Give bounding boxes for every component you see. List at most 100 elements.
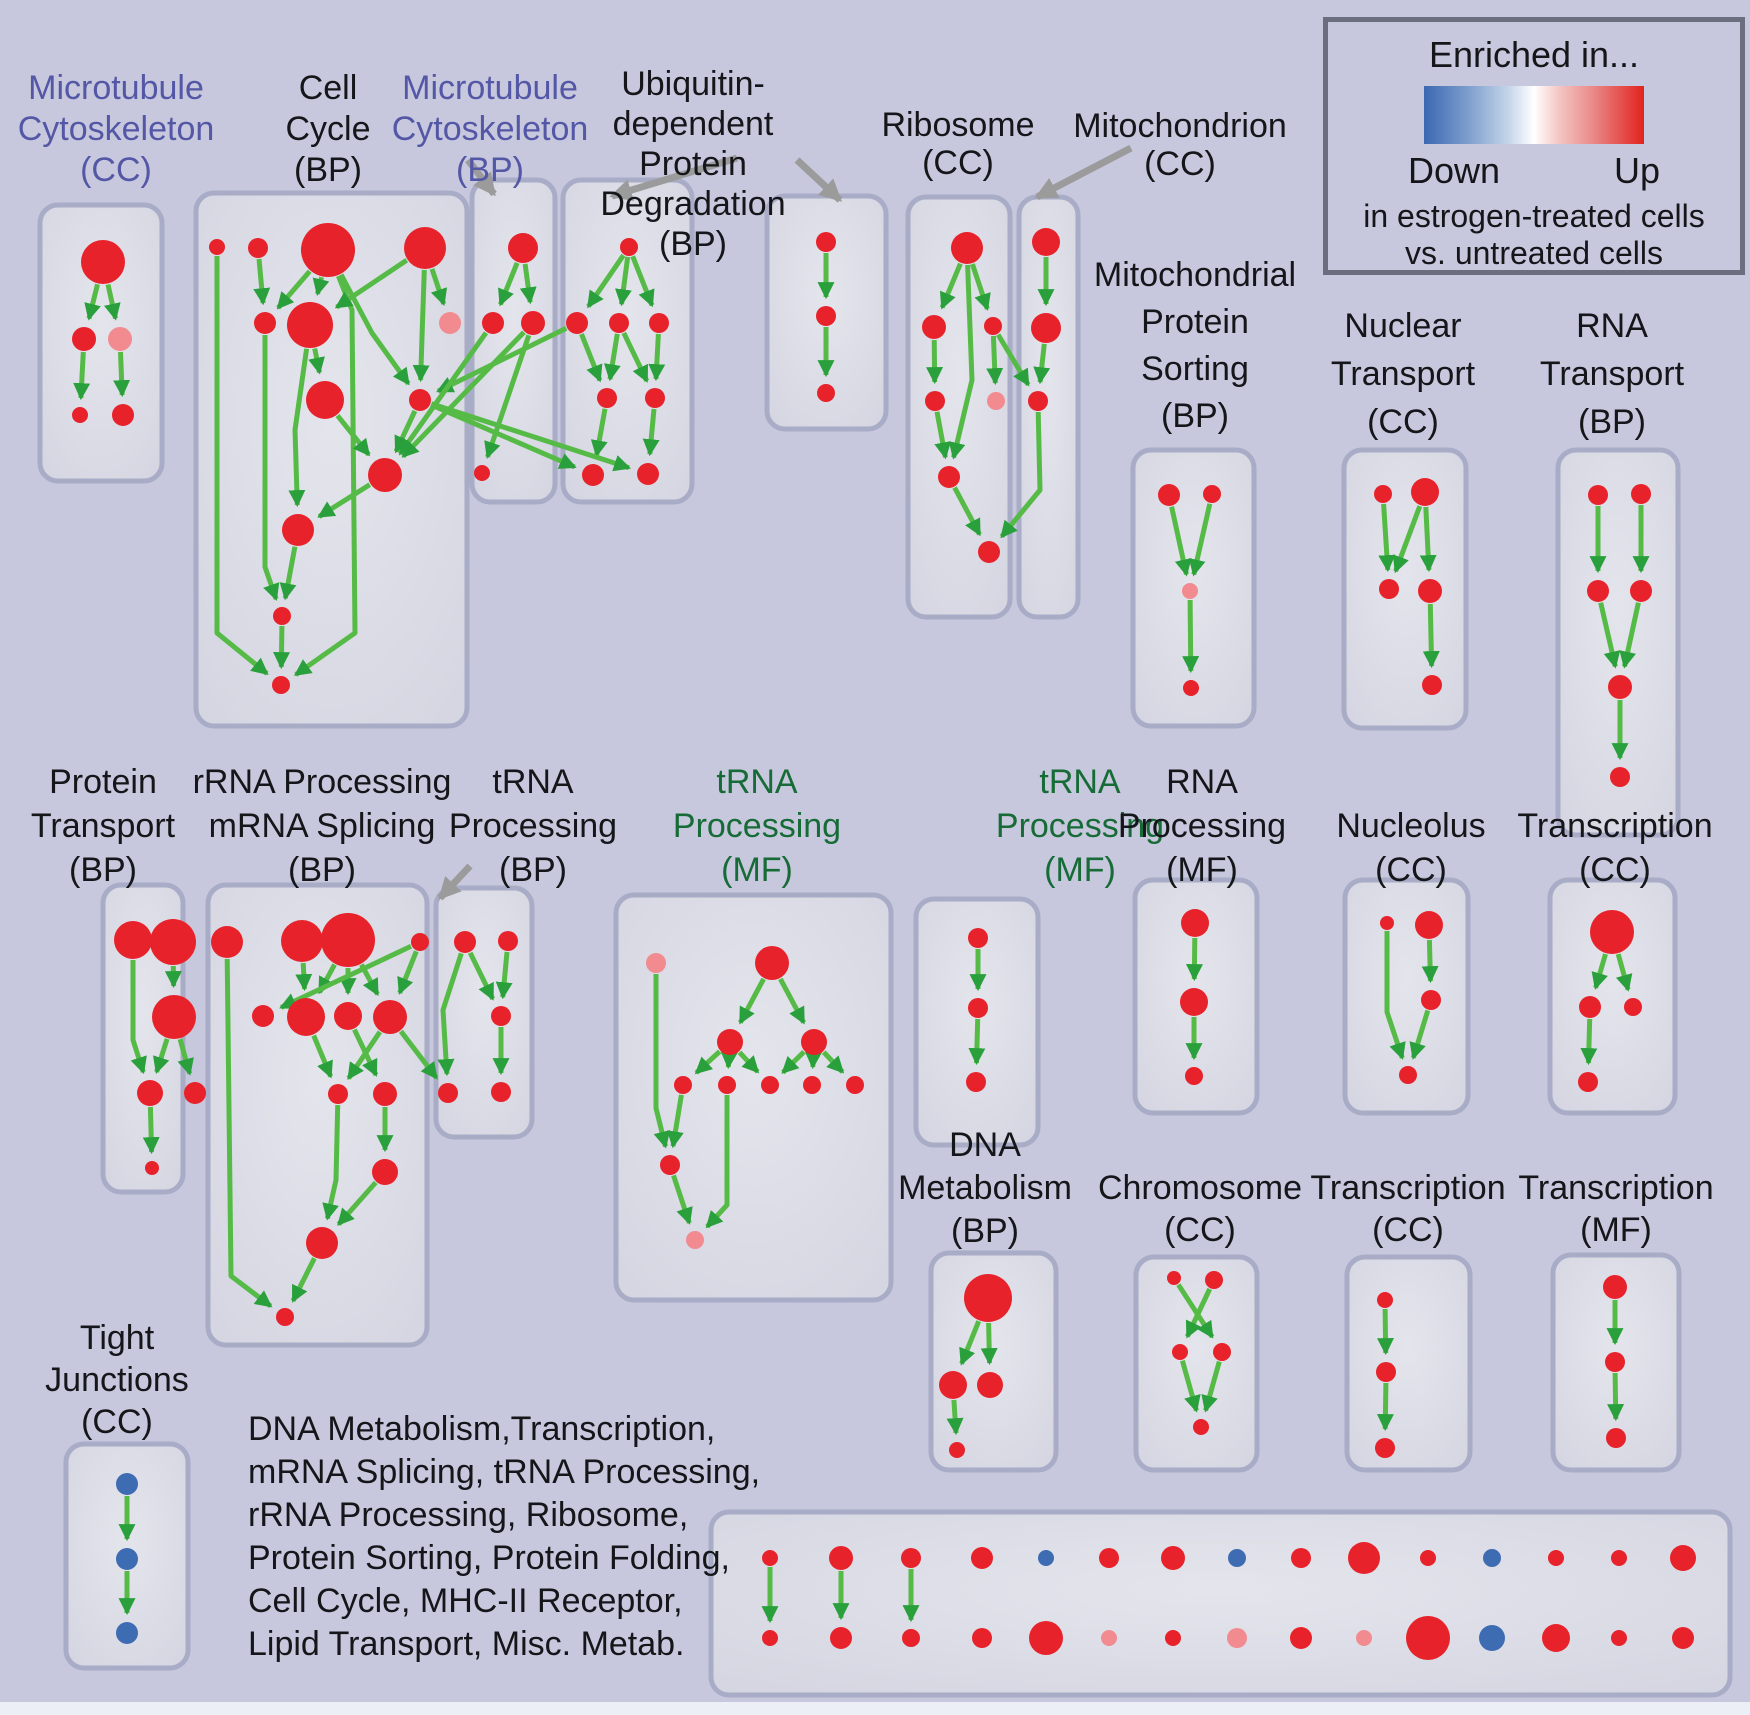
go-term-node xyxy=(1099,1548,1119,1568)
cluster-label-trna_bp: tRNA xyxy=(492,763,574,801)
cluster-label-trna_mf2: Processing xyxy=(996,807,1164,845)
go-term-node xyxy=(1579,996,1601,1018)
go-term-node xyxy=(597,388,617,408)
edge-arrow xyxy=(804,1051,822,1070)
go-term-node xyxy=(816,232,836,252)
edge-arrow xyxy=(495,951,513,1000)
edge-arrow xyxy=(778,977,806,1025)
go-term-node xyxy=(1028,391,1048,411)
cluster-label-trans_cc3: Transcription xyxy=(1310,1169,1505,1207)
edge-arrow xyxy=(952,486,982,537)
cluster-label-ubiq: Ubiquitin- xyxy=(621,65,765,103)
cross-edge-arrow xyxy=(398,331,489,456)
edge-arrow xyxy=(738,977,766,1025)
cluster-label-rnap_mf: RNA xyxy=(1166,763,1238,801)
go-term-node xyxy=(1205,1271,1223,1289)
go-term-node xyxy=(1548,1550,1564,1566)
go-term-node xyxy=(1421,990,1441,1010)
cluster-label-tight: (CC) xyxy=(81,1403,153,1441)
go-term-node xyxy=(373,1082,397,1106)
cross-edge-arrow xyxy=(999,411,1043,539)
label-pointer-arrow xyxy=(465,157,497,197)
go-term-node xyxy=(282,514,314,546)
go-term-node xyxy=(1406,1616,1450,1660)
cluster-label-tight: Tight xyxy=(80,1319,155,1357)
go-term-node xyxy=(649,313,669,333)
cluster-label-mt_cc: Cytoskeleton xyxy=(18,110,215,148)
cluster-label-trans_cc2: Transcription xyxy=(1517,807,1712,845)
go-term-node xyxy=(637,463,659,485)
legend-gradient-bar xyxy=(1424,86,1644,144)
edge-arrow xyxy=(308,348,325,375)
cluster-label-nucleolus: Nucleolus xyxy=(1336,807,1485,845)
go-term-node xyxy=(1588,485,1608,505)
cluster-label-nuclear: Transport xyxy=(1331,355,1476,393)
cluster-label-mt_bp: (BP) xyxy=(456,151,524,189)
edge-arrow xyxy=(1185,1287,1212,1339)
edge-arrow xyxy=(667,1094,684,1149)
cluster-label-mps: (BP) xyxy=(1161,397,1229,435)
edge-arrow xyxy=(1176,1283,1215,1339)
edge-arrow xyxy=(273,625,291,670)
cluster-label-rnap_mf: Processing xyxy=(1118,807,1286,845)
go-term-node xyxy=(1290,1627,1312,1649)
go-term-node xyxy=(566,312,588,334)
go-term-node xyxy=(1631,484,1651,504)
go-term-node xyxy=(951,232,983,264)
label-pointer-arrow xyxy=(609,154,739,202)
go-term-node xyxy=(439,312,461,334)
go-term-node xyxy=(373,1000,407,1034)
note-line: Lipid Transport, Misc. Metab. xyxy=(248,1625,685,1663)
go-term-node xyxy=(902,1629,920,1647)
legend-up-label: Up xyxy=(1613,150,1660,191)
cluster-box-trna_mf1 xyxy=(613,892,894,1303)
go-term-node xyxy=(1603,1275,1627,1299)
go-term-node xyxy=(108,327,132,351)
go-term-node xyxy=(1158,484,1180,506)
cluster-label-cell_cycle: Cell xyxy=(299,69,358,107)
go-term-node xyxy=(938,466,960,488)
edge-arrow xyxy=(648,333,666,382)
cluster-label-cell_cycle: Cycle xyxy=(285,110,370,148)
edge-arrow xyxy=(467,951,495,1001)
cluster-label-rrna: mRNA Splicing xyxy=(209,807,436,845)
go-term-node xyxy=(81,240,125,284)
edge-arrow xyxy=(934,411,952,460)
go-term-node xyxy=(968,998,988,1018)
go-term-node xyxy=(273,607,291,625)
go-term-node xyxy=(521,311,545,335)
go-term-node xyxy=(922,315,946,339)
edge-arrow xyxy=(317,482,372,519)
go-term-node xyxy=(829,1546,853,1570)
edge-arrow xyxy=(986,335,1004,386)
go-term-node xyxy=(674,1076,692,1094)
go-term-node xyxy=(620,238,638,256)
cluster-label-ubiq: Protein xyxy=(639,145,747,183)
edge-arrow xyxy=(653,974,671,1149)
legend-subtitle-line1: in estrogen-treated cells xyxy=(1363,198,1705,234)
go-term-node xyxy=(1348,1542,1380,1574)
cluster-label-mito: Mitochondrion xyxy=(1073,107,1287,145)
go-term-node xyxy=(1411,478,1439,506)
edge-arrow xyxy=(1179,1360,1201,1413)
cluster-label-nuclear: Nuclear xyxy=(1344,307,1461,345)
go-term-node xyxy=(137,1080,163,1106)
go-term-node xyxy=(968,928,988,948)
edge-arrow xyxy=(1619,602,1641,669)
edge-arrow xyxy=(142,1106,160,1155)
cluster-label-mps: Mitochondrial xyxy=(1094,256,1296,294)
edge-arrow xyxy=(671,1174,693,1225)
go-term-node xyxy=(645,388,665,408)
go-term-node xyxy=(211,926,243,958)
edge-arrow xyxy=(437,952,464,1077)
go-term-node xyxy=(1420,1550,1436,1566)
cluster-box-chrom xyxy=(1133,1254,1260,1473)
cluster-label-rnap_mf: (MF) xyxy=(1166,851,1238,889)
cluster-label-dnam: DNA xyxy=(949,1126,1021,1164)
go-term-node xyxy=(301,223,355,277)
edge-arrow xyxy=(1409,1009,1431,1060)
go-term-node xyxy=(660,1155,680,1175)
cluster-label-chrom: Chromosome xyxy=(1098,1169,1302,1207)
edge-arrow xyxy=(642,408,660,457)
